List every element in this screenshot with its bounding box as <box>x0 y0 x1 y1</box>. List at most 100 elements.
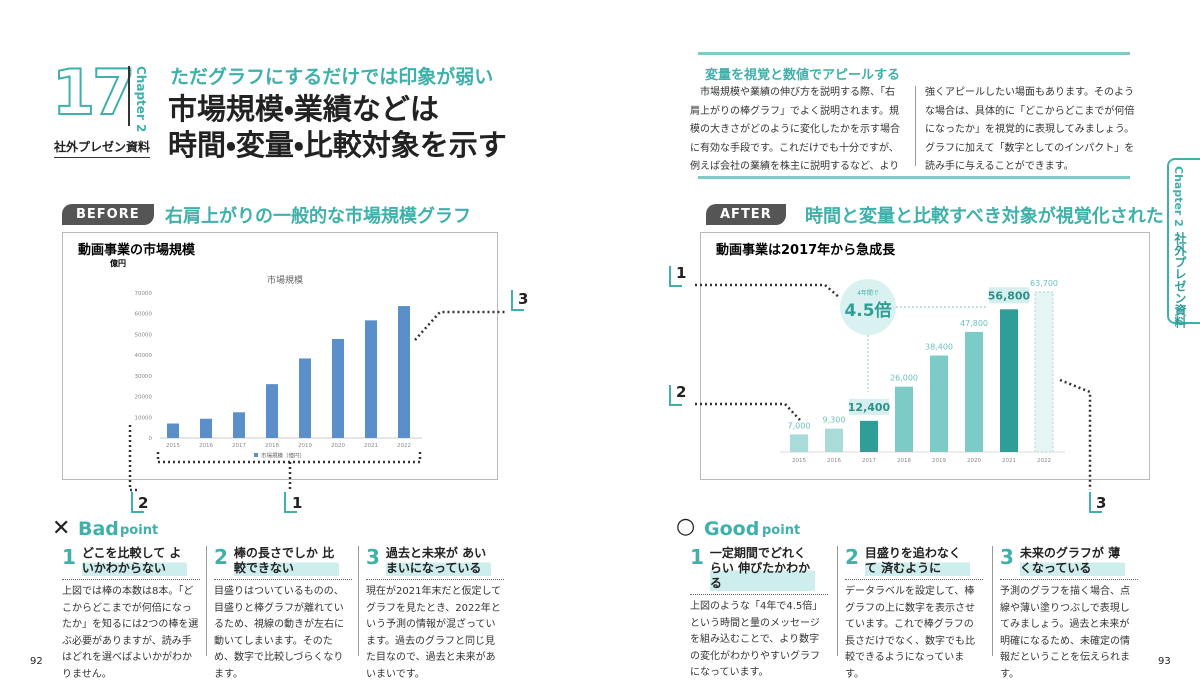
page-number: 93 <box>1158 656 1171 667</box>
point-suffix: point <box>762 523 801 538</box>
value-label: 38,400 <box>925 343 953 352</box>
section-heading: 右肩上がりの一般的な市場規模グラフ <box>165 206 471 227</box>
point-body: 目盛りはついているものの、目盛りと棒グラフが離れているため、視線の動きが左右に動… <box>214 586 344 680</box>
x-tick-label: 2018 <box>265 443 279 449</box>
x-tick-label: 2016 <box>827 458 841 464</box>
x-tick-label: 2022 <box>397 443 411 449</box>
point-head: 1 どこを比較して よいかわからない <box>62 546 200 580</box>
divider <box>837 546 838 656</box>
divider <box>915 86 916 166</box>
point: 3 過去と未来が あいまいになっている 現在が2021年末だと仮定してグラフを見たと… <box>366 546 504 683</box>
value-label: 26,000 <box>890 374 918 383</box>
point-head: 1 一定期間でどれくらい 伸びたかわかる <box>690 546 828 595</box>
rule <box>698 52 1130 55</box>
lead-body: 強くアピールしたい場面もあります。そのような場合は、具体的に「どこからどこまでが… <box>925 87 1135 172</box>
point-head: 2 目盛りを追わなくて 済むように <box>845 546 983 580</box>
point-heading: 棒の長さでしか 比較できない <box>233 546 339 576</box>
x-tick-label: 2021 <box>1002 458 1016 464</box>
x-tick-label: 2017 <box>862 458 876 464</box>
label-box <box>849 398 889 415</box>
point-body: 予測のグラフを描く場合、点線や薄い塗りつぶしで表現してみましょう。過去と未来が明… <box>1000 586 1130 680</box>
value-label: 63,700 <box>1030 279 1058 288</box>
lead-body: 市場規模や業績の伸び方を説明する際、「右肩上がりの棒グラフ」でよく説明されます。… <box>690 87 900 172</box>
bar <box>332 338 344 438</box>
point-mark: ✕ <box>52 516 71 541</box>
divider <box>128 66 130 126</box>
page-number: 92 <box>30 656 43 667</box>
callout-number: 1 <box>292 494 303 512</box>
card-title: 動画事業は2017年から急成長 <box>716 242 896 258</box>
x-tick-label: 2020 <box>331 443 345 449</box>
callout-number: 2 <box>676 383 687 401</box>
side-tab <box>1167 158 1200 324</box>
bar <box>790 434 808 452</box>
point-heading: 未来のグラフが 薄くなっている <box>1019 546 1125 576</box>
point-number: 2 <box>214 545 228 569</box>
y-tick-label: 0 <box>149 436 153 442</box>
chapter-number: 17 <box>51 56 136 129</box>
point-number: 1 <box>690 545 704 569</box>
label-box <box>989 287 1029 304</box>
legend-label: 市場規模（億円） <box>261 452 305 460</box>
section-label: 社外プレゼン資料 <box>54 138 151 158</box>
chapter-label: Chapter 2 <box>134 66 148 133</box>
point-heading: 一定期間でどれくらい 伸びたかわかる <box>709 546 815 591</box>
point: 3 未来のグラフが 薄くなっている 予測のグラフを描く場合、点線や薄い塗りつぶしで表… <box>1000 546 1138 683</box>
x-tick-label: 2020 <box>967 458 981 464</box>
callout-number: 3 <box>518 290 529 308</box>
callout-number: 2 <box>138 494 149 512</box>
bar <box>965 331 983 452</box>
bar <box>1034 291 1054 453</box>
value-label: 7,000 <box>788 421 811 430</box>
point-number: 3 <box>366 545 380 569</box>
x-tick-label: 2015 <box>166 443 180 449</box>
x-tick-label: 2022 <box>1037 458 1051 464</box>
before-tag: BEFORE <box>62 204 154 225</box>
card-title: 動画事業の市場規模 <box>78 242 196 258</box>
side-chapter: Chapter 2 <box>1172 166 1185 227</box>
bar <box>200 418 212 438</box>
point-head: 2 棒の長さでしか 比較できない <box>214 546 352 580</box>
divider <box>206 546 207 656</box>
y-tick-label: 10000 <box>135 415 153 421</box>
lead-heading: 変量を視覚と数値でアピールする <box>705 68 901 83</box>
bar <box>167 423 179 438</box>
point: 1 どこを比較して よいかわからない上図では棒の本数は8本。「どこからどこまでが何… <box>62 546 200 683</box>
bar <box>825 428 843 452</box>
callout-number: 3 <box>1096 494 1107 512</box>
point-mark: ○ <box>676 514 696 539</box>
callout-number: 1 <box>676 264 687 282</box>
y-label: 億円 <box>109 258 126 268</box>
point-number: 2 <box>845 545 859 569</box>
point: 2 棒の長さでしか 比較できない目盛りはついているものの、目盛りと棒グラフが離れて… <box>214 546 352 683</box>
point-head: 3 過去と未来が あいまいになっている <box>366 546 504 580</box>
x-tick-label: 2015 <box>792 458 806 464</box>
annotation-lead: 4年間で <box>857 289 879 297</box>
value-label: 47,800 <box>960 319 988 328</box>
point-heading: 目盛りを追わなくて 済むように <box>864 546 970 576</box>
x-tick-label: 2019 <box>932 458 946 464</box>
value-label: 9,300 <box>823 416 846 425</box>
chart: 動画事業は2017年から急成長 2015 7,000 2016 9,300 2017 12,… <box>716 242 1065 464</box>
y-tick-label: 40000 <box>135 353 153 359</box>
bar <box>895 386 913 452</box>
x-tick-label: 2019 <box>298 443 312 449</box>
title-line: 時間・変量・比較対象を示す <box>168 128 507 162</box>
bar <box>266 384 278 438</box>
chart-title: 市場規模 <box>267 274 303 286</box>
bar <box>1000 309 1018 452</box>
after-tag: AFTER <box>706 204 786 225</box>
divider <box>358 546 359 656</box>
legend-swatch <box>254 453 258 457</box>
bar <box>299 358 311 438</box>
point-word: Good <box>704 518 760 540</box>
y-tick-label: 30000 <box>135 374 153 380</box>
point-body: 上図では棒の本数は8本。「どこからどこまでが何倍になったか」を知るには2つの棒を… <box>62 586 199 680</box>
x-tick-label: 2018 <box>897 458 911 464</box>
point-suffix: point <box>120 523 159 538</box>
point-body: データラベルを設定して、棒グラフの上に数字を表示させています。これで棒グラフの長… <box>845 586 975 680</box>
bar <box>365 320 377 438</box>
value-label: 12,400 <box>848 401 891 414</box>
